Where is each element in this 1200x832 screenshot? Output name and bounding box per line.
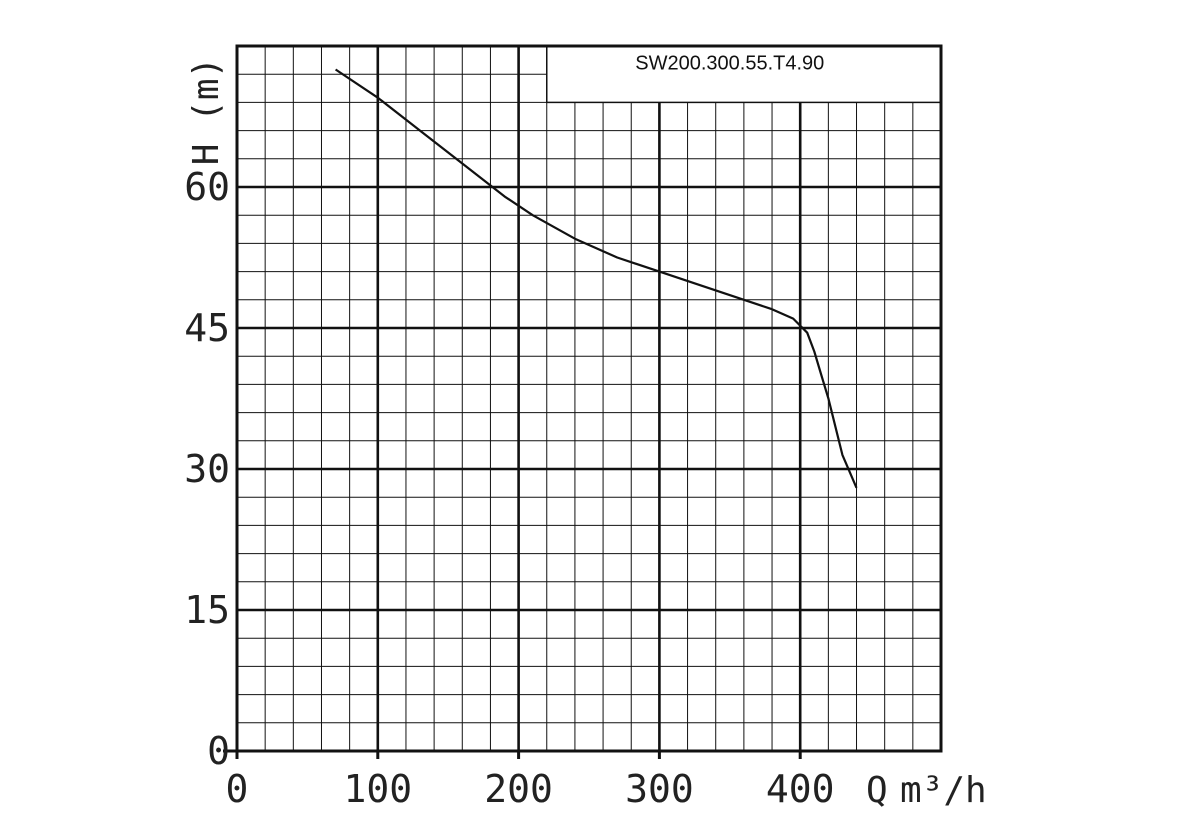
minor-grid: [237, 46, 941, 751]
x-tick-label: 400: [766, 767, 835, 811]
model-label: SW200.300.55.T4.90: [635, 53, 824, 75]
y-tick-label: 45: [184, 306, 230, 350]
y-tick-labels: 0 15 30 45 60: [184, 165, 230, 773]
y-tick-label: 15: [184, 588, 230, 632]
plot-frame: [235, 44, 943, 753]
x-tick-labels: 0 100 200 300 400: [226, 767, 835, 811]
head-flow-curve: [334, 68, 858, 489]
x-tick-label: 200: [484, 767, 553, 811]
x-tick-label: 100: [343, 767, 412, 811]
x-axis-ticks: [223, 749, 802, 759]
x-axis-unit: m³/h: [900, 770, 987, 811]
major-grid: [237, 46, 941, 751]
x-tick-label: 0: [226, 767, 249, 811]
y-tick-label: 30: [184, 447, 230, 491]
y-axis-title: H (m): [186, 57, 227, 165]
x-axis-title: Q m³/h: [866, 770, 987, 811]
y-tick-label: 0: [207, 729, 230, 773]
x-axis-symbol: Q: [866, 770, 888, 811]
y-tick-label: 60: [184, 165, 230, 209]
model-label-box: [546, 45, 942, 104]
x-tick-label: 300: [625, 767, 694, 811]
